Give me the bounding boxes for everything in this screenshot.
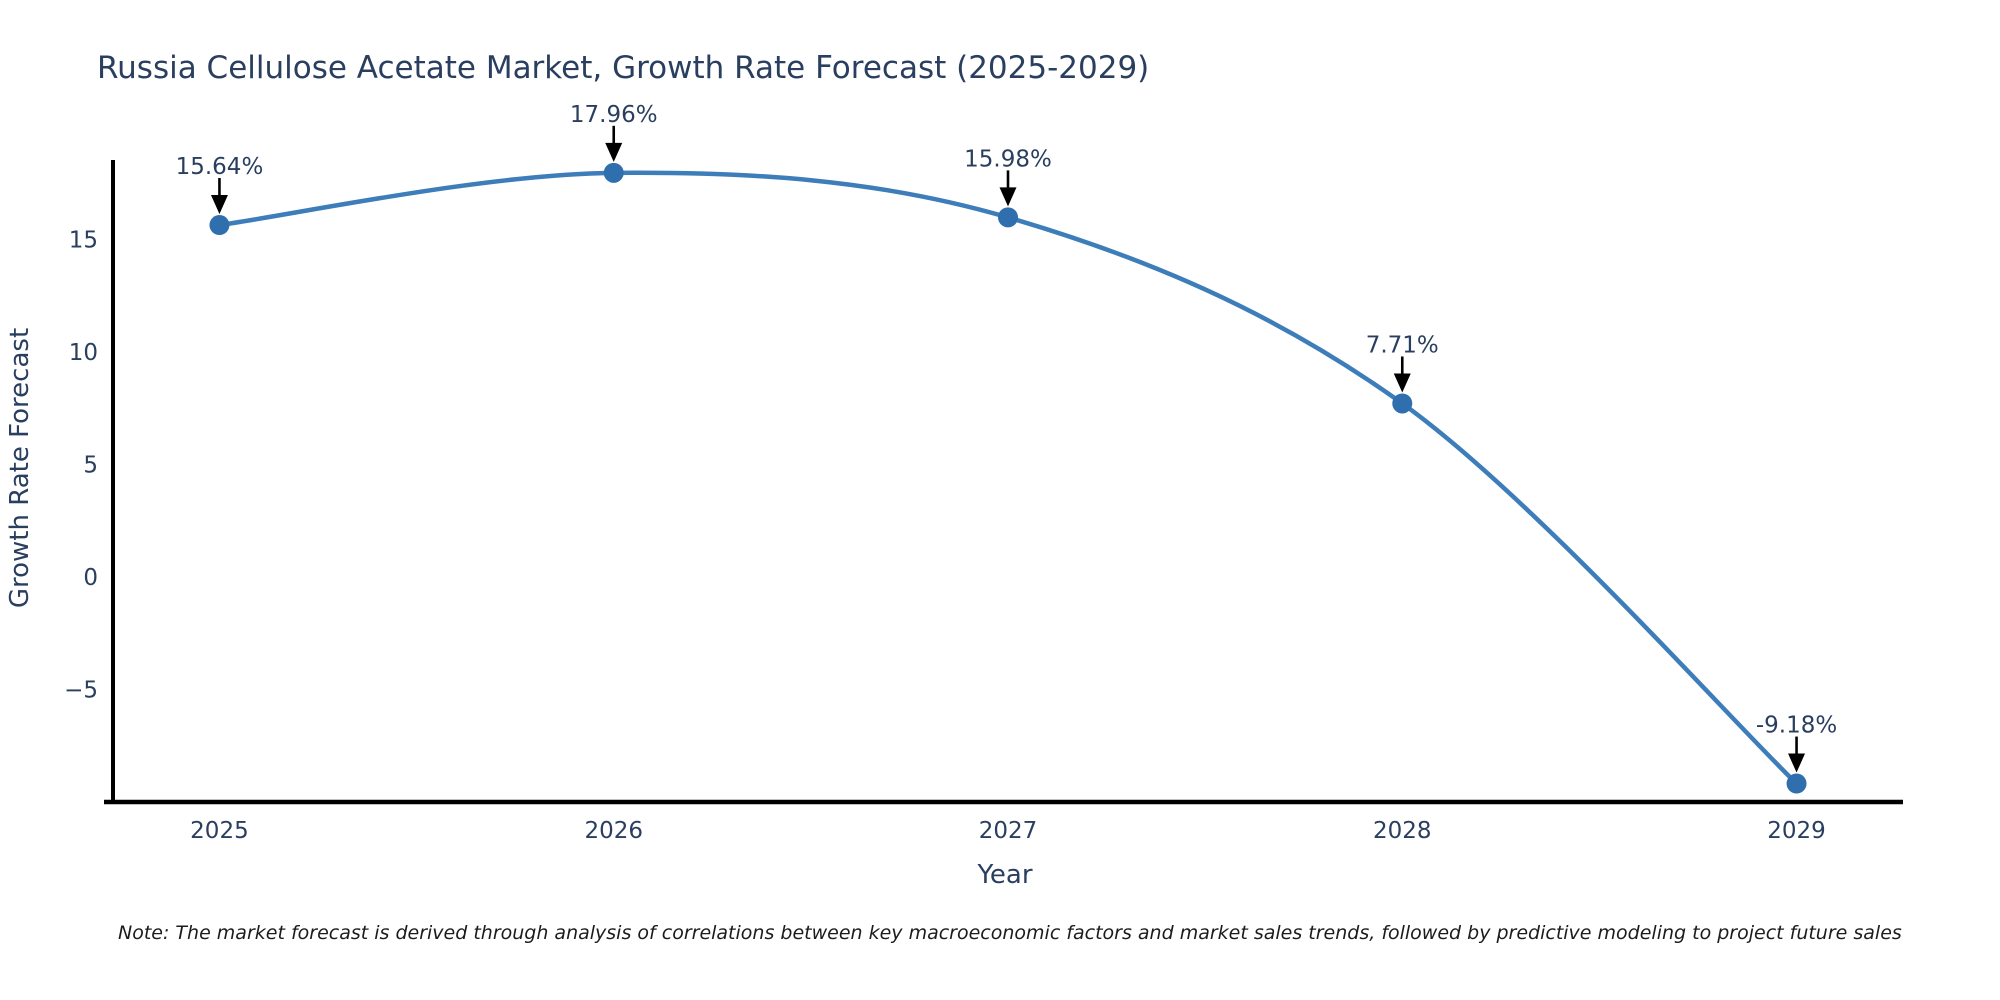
data-point-2027[interactable]: [998, 207, 1018, 228]
annotation-label: 15.64%: [176, 154, 264, 180]
data-point-2028[interactable]: [1392, 393, 1413, 414]
data-point-2026[interactable]: [603, 162, 624, 183]
x-tick-label: 2026: [584, 818, 643, 844]
y-axis-title: Growth Rate Forecast: [5, 327, 35, 609]
data-point-2025[interactable]: [209, 215, 230, 236]
x-tick-label: 2025: [190, 818, 249, 844]
y-tick-label: 0: [83, 565, 98, 591]
footnote: Note: The market forecast is derived thr…: [118, 922, 1902, 944]
annotation-label: -9.18%: [1756, 713, 1837, 739]
data-point-2029[interactable]: [1786, 773, 1807, 794]
x-tick-label: 2028: [1373, 818, 1432, 844]
annotation-arrow-head: [1788, 753, 1806, 773]
annotation-label: 7.71%: [1366, 332, 1439, 358]
annotation-arrow-head: [605, 142, 623, 162]
annotation-arrow-head: [999, 187, 1017, 207]
y-tick-label: 5: [83, 452, 98, 478]
forecast-line: [217, 170, 1799, 786]
y-tick-label: −5: [64, 677, 98, 703]
chart-title: Russia Cellulose Acetate Market, Growth …: [97, 50, 1150, 86]
annotation-label: 17.96%: [570, 102, 658, 128]
annotation-label: 15.98%: [964, 146, 1052, 172]
y-tick-label: 15: [69, 227, 98, 253]
annotation-arrow-head: [210, 195, 228, 215]
x-tick-label: 2027: [979, 818, 1038, 844]
x-tick-label: 2029: [1767, 818, 1826, 844]
x-axis-title: Year: [977, 860, 1033, 890]
annotation-arrow-head: [1393, 373, 1411, 393]
y-tick-label: 10: [69, 340, 98, 366]
